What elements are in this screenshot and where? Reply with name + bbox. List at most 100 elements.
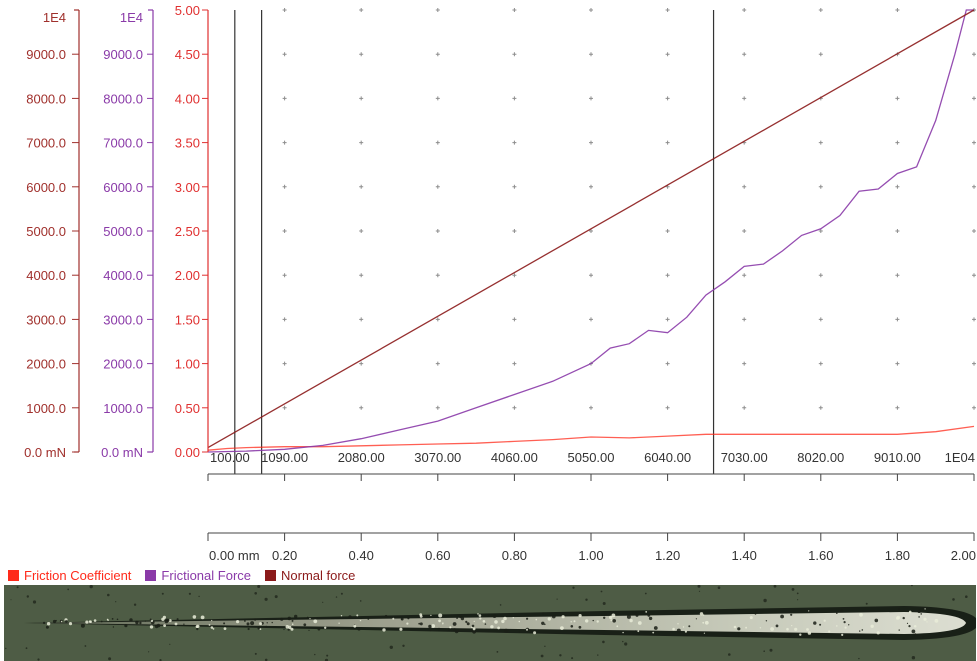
debris-speckle bbox=[250, 621, 255, 626]
debris-speckle bbox=[442, 623, 444, 625]
surface-speckle bbox=[858, 657, 860, 660]
legend-item: Frictional Force bbox=[145, 568, 251, 583]
debris-speckle bbox=[684, 630, 688, 633]
debris-speckle bbox=[914, 633, 917, 635]
normal_force_x_axis-tick-label: 6040.00 bbox=[644, 450, 691, 465]
debris-speckle bbox=[799, 633, 802, 636]
surface-speckle bbox=[644, 592, 647, 595]
debris-speckle bbox=[600, 614, 603, 616]
grid-point bbox=[818, 8, 823, 12]
debris-speckle bbox=[634, 630, 637, 633]
frictional_force_axis-exponent-label: 1E4 bbox=[120, 10, 143, 25]
surface-speckle bbox=[865, 602, 868, 605]
debris-speckle bbox=[200, 615, 205, 620]
debris-speckle bbox=[212, 628, 215, 630]
debris-speckle bbox=[68, 622, 73, 626]
frictional_force_axis-tick-label: 8000.0 bbox=[103, 91, 143, 106]
grid-point bbox=[665, 273, 670, 278]
debris-speckle bbox=[356, 614, 359, 617]
debris-speckle bbox=[168, 619, 172, 623]
debris-speckle bbox=[223, 627, 227, 630]
debris-speckle bbox=[637, 621, 642, 625]
debris-speckle bbox=[859, 612, 863, 617]
grid-point bbox=[665, 229, 670, 233]
debris-speckle bbox=[111, 618, 114, 620]
debris-speckle bbox=[611, 613, 616, 618]
grid-point bbox=[972, 361, 976, 366]
debris-speckle bbox=[139, 621, 142, 625]
grid-point bbox=[818, 52, 823, 57]
debris-speckle bbox=[400, 617, 404, 621]
debris-speckle bbox=[306, 616, 309, 619]
debris-speckle bbox=[898, 629, 900, 631]
debris-speckle bbox=[648, 616, 653, 621]
debris-speckle bbox=[456, 617, 458, 619]
surface-speckle bbox=[797, 599, 799, 601]
debris-speckle bbox=[174, 622, 178, 626]
grid-point bbox=[742, 229, 747, 233]
debris-speckle bbox=[560, 626, 564, 630]
debris-speckle bbox=[749, 616, 753, 620]
normal_force_x_axis-tick-label: 8020.00 bbox=[797, 450, 844, 465]
surface-speckle bbox=[5, 647, 7, 650]
debris-speckle bbox=[702, 614, 705, 616]
debris-speckle bbox=[843, 621, 846, 624]
surface-speckle bbox=[254, 592, 257, 595]
debris-speckle bbox=[920, 613, 922, 615]
surface-speckle bbox=[496, 651, 499, 653]
legend-swatch bbox=[265, 569, 276, 581]
surface-speckle bbox=[559, 654, 562, 657]
surface-speckle bbox=[326, 654, 329, 657]
surface-speckle bbox=[791, 588, 795, 591]
debris-speckle bbox=[898, 608, 900, 611]
data-series bbox=[207, 9, 975, 453]
surface-speckle bbox=[624, 642, 628, 646]
debris-speckle bbox=[430, 614, 432, 617]
normal_force_axis-tick-label: 0.0 mN bbox=[24, 445, 66, 460]
surface-speckle bbox=[161, 592, 164, 595]
grid-point bbox=[435, 96, 440, 101]
debris-speckle bbox=[135, 620, 139, 625]
debris-speckle bbox=[828, 630, 831, 633]
friction_coefficient_axis-tick-label: 4.50 bbox=[175, 47, 200, 62]
grid-point bbox=[742, 8, 747, 12]
debris-speckle bbox=[923, 617, 927, 621]
debris-speckle bbox=[535, 618, 538, 621]
normal_force_x_axis-tick-label: 2080.00 bbox=[338, 450, 385, 465]
grid-point bbox=[435, 405, 440, 410]
debris-speckle bbox=[836, 612, 838, 614]
debris-speckle bbox=[861, 629, 864, 631]
grid-point bbox=[665, 8, 670, 12]
debris-speckle bbox=[497, 626, 500, 630]
friction_coefficient_axis-tick-label: 2.50 bbox=[175, 224, 200, 239]
legend-item: Friction Coefficient bbox=[8, 568, 131, 583]
debris-speckle bbox=[745, 626, 747, 629]
surface-speckle bbox=[572, 586, 575, 589]
grid-point bbox=[512, 52, 517, 57]
debris-speckle bbox=[561, 615, 565, 619]
grid-point bbox=[665, 317, 670, 322]
axes: 1E4 9000.0 8000.0 7000.0 6000.0 5000.0 4000.0 3… bbox=[24, 3, 976, 563]
grid-point bbox=[435, 273, 440, 278]
debris-speckle bbox=[819, 623, 822, 626]
grid-point bbox=[282, 405, 287, 410]
debris-speckle bbox=[870, 624, 874, 628]
grid-point bbox=[895, 361, 900, 366]
grid-point bbox=[895, 273, 900, 278]
debris-speckle bbox=[552, 614, 556, 619]
grid-point bbox=[742, 184, 747, 189]
surface-speckle bbox=[600, 590, 603, 593]
debris-speckle bbox=[465, 620, 468, 623]
grid-point bbox=[512, 229, 517, 233]
debris-speckle bbox=[163, 624, 167, 627]
debris-speckle bbox=[490, 625, 494, 629]
surface-speckle bbox=[264, 597, 268, 601]
grid-point bbox=[742, 52, 747, 57]
debris-speckle bbox=[841, 633, 844, 636]
debris-speckle bbox=[808, 610, 810, 612]
debris-speckle bbox=[592, 619, 594, 622]
grid-point bbox=[742, 317, 747, 322]
debris-speckle bbox=[578, 625, 582, 629]
grid-point bbox=[895, 317, 900, 322]
debris-speckle bbox=[466, 622, 470, 626]
